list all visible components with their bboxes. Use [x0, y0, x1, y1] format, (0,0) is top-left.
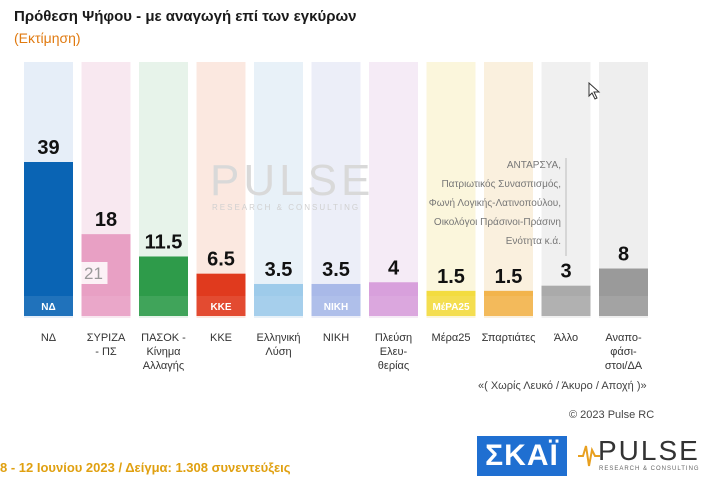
bar	[311, 283, 361, 296]
skai-logo: ΣΚΑΪ	[477, 436, 567, 476]
bar	[541, 285, 591, 296]
column-background	[311, 62, 361, 318]
party-logo-text: ΝΔ	[41, 302, 55, 313]
bar	[139, 256, 188, 296]
party-logo	[369, 296, 418, 316]
data-label: 11.5	[145, 231, 183, 253]
pulse-wave-icon	[578, 445, 600, 467]
party-logo	[484, 296, 533, 316]
bar	[254, 283, 303, 296]
footnote: «( Χωρίς Λευκό / Άκυρο / Αποχή )»	[478, 380, 647, 392]
column-background	[369, 62, 418, 318]
data-label: 3	[560, 261, 571, 283]
party-logo	[599, 296, 648, 316]
data-label: 1.5	[495, 266, 523, 288]
category-label: θερίας	[378, 360, 409, 372]
party-logo	[139, 296, 188, 316]
category-label: ΝΙΚΗ	[323, 332, 349, 344]
column-background	[254, 62, 303, 318]
column-background	[484, 62, 533, 318]
category-label: Αναπο-	[605, 332, 642, 344]
watermark: PULSE	[210, 156, 375, 205]
pulse-logo-text: PULSE	[598, 435, 700, 466]
category-label: φάσι-	[610, 346, 637, 358]
note-line: Οικολόγοι Πράσινοι-Πράσινη	[433, 217, 561, 228]
bar	[24, 162, 73, 296]
chart-title: Πρόθεση Ψήφου - με αναγωγή επί των εγκύρ…	[14, 8, 357, 25]
mouse-pointer-icon	[588, 82, 601, 100]
category-label: - ΠΣ	[95, 346, 117, 358]
copyright: © 2023 Pulse RC	[569, 409, 655, 421]
category-label: ΚΚΕ	[210, 332, 232, 344]
data-label: 8	[618, 244, 629, 266]
bar	[369, 282, 418, 296]
bar	[484, 290, 533, 296]
note-line: ΑΝΤΑΡΣΥΑ,	[506, 160, 561, 171]
data-label: 3.5	[265, 259, 293, 281]
party-logo-text: ΚΚΕ	[210, 302, 231, 313]
note-line: Φωνή Λογικής-Λατινοπούλου,	[428, 198, 561, 209]
party-logo-text: ΝΙΚΗ	[324, 302, 348, 313]
note-line: Πατριωτικός Συνασπισμός,	[441, 179, 561, 190]
party-logo	[426, 296, 476, 316]
category-label: ΝΔ	[41, 332, 57, 344]
data-label: 18	[95, 209, 117, 231]
category-label: Ελληνική	[256, 332, 300, 344]
bar	[196, 273, 246, 296]
category-label: Πλεύση	[375, 332, 412, 344]
survey-info: 8 - 12 Ιουνίου 2023 / Δείγμα: 1.308 συνε…	[0, 460, 291, 475]
data-label: 6.5	[207, 249, 235, 271]
category-label: Ελευ-	[380, 346, 408, 358]
party-logo	[541, 296, 591, 316]
pulse-logo: PULSE RESEARCH & CONSULTING	[578, 436, 700, 472]
category-label: Λύση	[265, 346, 291, 358]
data-label: 1.5	[437, 266, 465, 288]
inner-label: 21	[84, 264, 103, 283]
note-line: Ενότητα κ.ά.	[505, 236, 561, 247]
category-label: στοι/ΔΑ	[605, 360, 643, 372]
category-label: Κίνημα	[146, 346, 181, 358]
bar	[426, 290, 476, 296]
category-label: Σπαρτιάτες	[482, 332, 536, 344]
party-logo	[254, 296, 303, 316]
party-logo	[81, 296, 131, 316]
category-label: ΠΑΣΟΚ -	[141, 332, 186, 344]
party-logo	[311, 296, 361, 316]
chart-subtitle: (Εκτίμηση)	[14, 30, 81, 46]
category-label: ΣΥΡΙΖΑ	[87, 332, 126, 344]
column-background	[426, 62, 476, 318]
party-logo	[24, 296, 73, 316]
party-logo	[196, 296, 246, 316]
data-label: 3.5	[322, 259, 350, 281]
other-parties-note: ΑΝΤΑΡΣΥΑ, Πατριωτικός Συνασπισμός, Φωνή …	[361, 156, 561, 251]
data-label: 39	[37, 137, 59, 159]
pulse-logo-subtext: RESEARCH & CONSULTING	[599, 466, 700, 472]
bar	[599, 268, 648, 296]
category-label: Μέρα25	[432, 332, 471, 344]
category-label: Άλλο	[554, 332, 578, 344]
data-label: 4	[388, 257, 400, 279]
watermark-subtitle: RESEARCH & CONSULTING	[212, 203, 361, 212]
category-label: Αλλαγής	[143, 360, 184, 372]
party-logo-text: ΜέΡΑ25	[432, 302, 470, 313]
inner-label-background	[79, 262, 108, 284]
